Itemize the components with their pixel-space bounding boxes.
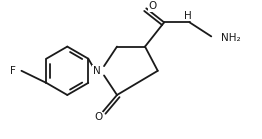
Text: F: F: [10, 66, 16, 76]
Text: NH₂: NH₂: [221, 33, 241, 43]
Text: N: N: [93, 66, 101, 76]
Text: O: O: [149, 1, 157, 11]
Text: H: H: [184, 11, 192, 20]
Text: O: O: [94, 112, 102, 122]
